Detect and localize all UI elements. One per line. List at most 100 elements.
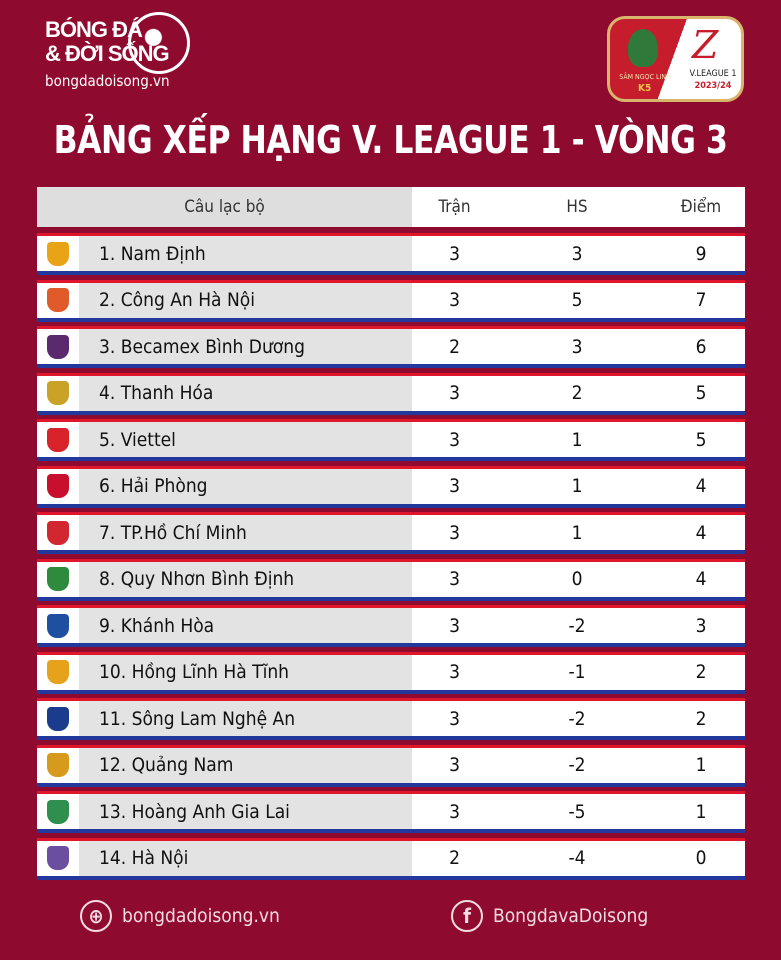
points: 2 [695,707,707,730]
club-name: 5. Viettel [79,422,412,457]
points: 5 [695,382,707,404]
played: 3 [449,428,460,451]
globe-icon: ⊕ [80,900,112,932]
played: 3 [449,707,460,730]
played: 3 [449,289,460,311]
facebook-icon: f [451,900,483,932]
club-name: 1. Nam Định [79,236,412,271]
club-crest-icon [37,608,79,643]
vleague-logo: Z SÂM NGỌC LINH K5 V.LEAGUE 1 2023/24 [607,16,744,102]
club-name: 14. Hà Nội [79,840,412,876]
played: 3 [449,242,460,265]
standings-table: Câu lạc bộ Trận HS Điểm 1. Nam Định 3 3 … [37,187,745,880]
played: 3 [449,568,460,590]
club-crest-icon [37,840,79,876]
brand-line1: BÓNG ĐÁ [45,17,143,42]
brand-url: bongdadoisong.vn [45,72,170,90]
club-crest-icon [37,561,79,597]
club-crest-icon [37,329,79,364]
played: 2 [449,847,460,869]
table-row: 11. Sông Lam Nghệ An 3 -2 2 [37,698,745,740]
club-crest-icon [37,747,79,783]
goal-difference: -2 [568,707,586,730]
club-crest-icon [37,654,79,690]
table-row: 12. Quảng Nam 3 -2 1 [37,744,745,787]
goal-difference: -5 [568,800,586,823]
points: 4 [695,475,707,497]
points: 2 [695,661,707,683]
goal-difference: -2 [568,614,586,637]
goal-difference: -2 [568,754,586,776]
club-crest-icon [37,515,79,550]
table-row: 5. Viettel 3 1 5 [37,419,745,461]
goal-difference: 1 [571,475,583,497]
goal-difference: 1 [571,521,583,544]
club-crest-icon [37,794,79,829]
goal-difference: 0 [571,568,583,590]
points: 4 [695,568,707,590]
club-crest-icon [37,701,79,736]
goal-difference: -4 [568,847,586,869]
points: 0 [695,847,707,869]
played: 3 [449,382,460,404]
table-row: 1. Nam Định 3 3 9 [37,233,745,275]
table-row: 4. Thanh Hóa 3 2 5 [37,372,745,415]
table-row: 2. Công An Hà Nội 3 5 7 [37,279,745,322]
page-title: BẢNG XẾP HẠNG V. LEAGUE 1 - VÒNG 3 [53,118,728,162]
club-name: 8. Quy Nhơn Bình Định [79,561,412,597]
header-club: Câu lạc bộ [37,187,412,227]
club-name: 7. TP.Hồ Chí Minh [79,515,412,550]
club-name: 11. Sông Lam Nghệ An [79,701,412,736]
points: 1 [695,800,707,823]
club-name: 9. Khánh Hòa [79,608,412,643]
goal-difference: -1 [568,661,586,683]
footer-website[interactable]: ⊕ bongdadoisong.vn [80,900,280,932]
table-row: 7. TP.Hồ Chí Minh 3 1 4 [37,512,745,554]
header-played: Trận [412,187,497,227]
footer-facebook[interactable]: f BongdavaDoisong [451,900,648,932]
goal-difference: 3 [571,335,583,358]
table-row: 3. Becamex Bình Dương 2 3 6 [37,326,745,368]
played: 3 [449,800,460,823]
club-name: 3. Becamex Bình Dương [79,329,412,364]
played: 3 [449,661,460,683]
club-name: 13. Hoàng Anh Gia Lai [79,794,412,829]
table-row: 10. Hồng Lĩnh Hà Tĩnh 3 -1 2 [37,651,745,694]
points: 4 [695,521,707,544]
points: 7 [695,289,707,311]
club-crest-icon [37,468,79,504]
table-header: Câu lạc bộ Trận HS Điểm [37,187,745,227]
goal-difference: 3 [571,242,583,265]
club-crest-icon [37,422,79,457]
table-row: 13. Hoàng Anh Gia Lai 3 -5 1 [37,791,745,833]
played: 3 [449,754,460,776]
soccer-ball-icon [128,12,190,74]
played: 3 [449,614,460,637]
club-name: 4. Thanh Hóa [79,375,412,411]
points: 5 [695,428,707,451]
club-crest-icon [37,236,79,271]
points: 9 [695,242,707,265]
header-points: Điểm [657,187,745,227]
points: 6 [695,335,707,358]
table-row: 8. Quy Nhơn Bình Định 3 0 4 [37,558,745,601]
club-crest-icon [37,375,79,411]
club-name: 2. Công An Hà Nội [79,282,412,318]
goal-difference: 1 [571,428,583,451]
table-row: 14. Hà Nội 2 -4 0 [37,837,745,880]
played: 3 [449,521,460,544]
goal-difference: 5 [571,289,583,311]
points: 3 [695,614,707,637]
table-row: 6. Hải Phòng 3 1 4 [37,465,745,508]
points: 1 [695,754,707,776]
played: 3 [449,475,460,497]
flower-icon [628,29,658,67]
table-row: 9. Khánh Hòa 3 -2 3 [37,605,745,647]
club-crest-icon [37,282,79,318]
club-name: 12. Quảng Nam [79,747,412,783]
header-gd: HS [497,187,657,227]
goal-difference: 2 [571,382,583,404]
club-name: 10. Hồng Lĩnh Hà Tĩnh [79,654,412,690]
club-name: 6. Hải Phòng [79,468,412,504]
played: 2 [449,335,460,358]
